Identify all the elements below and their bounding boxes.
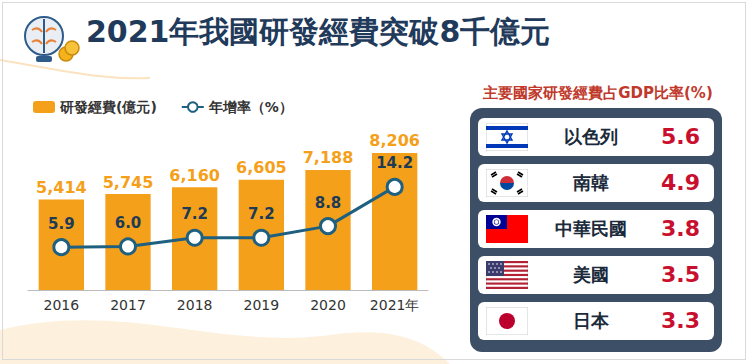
svg-text:年增率（%）: 年增率（%）	[208, 99, 293, 115]
svg-text:2017: 2017	[110, 297, 146, 313]
svg-text:6,160: 6,160	[169, 166, 220, 185]
svg-text:8,206: 8,206	[369, 131, 420, 150]
html-text:美國: 美國	[573, 264, 609, 285]
svg-text:7.2: 7.2	[248, 205, 275, 223]
svg-text:2019: 2019	[244, 297, 280, 313]
svg-text:2016: 2016	[44, 297, 80, 313]
svg-text:2018: 2018	[177, 297, 213, 313]
html-text:5.6: 5.6	[661, 124, 700, 149]
svg-text:7,188: 7,188	[303, 148, 354, 167]
svg-text:7.2: 7.2	[181, 205, 208, 223]
html-text:2021年我國研發經費突破8千億元: 2021年我國研發經費突破8千億元	[86, 14, 551, 49]
svg-text:8.8: 8.8	[315, 194, 342, 212]
svg-text:6.0: 6.0	[115, 214, 142, 232]
svg-text:5,745: 5,745	[103, 173, 154, 192]
html-text:4.9: 4.9	[661, 170, 700, 195]
html-text:日本: 日本	[573, 310, 609, 331]
html-text:3.8: 3.8	[661, 216, 700, 241]
html-text:中華民國: 中華民國	[555, 218, 627, 239]
html-text:3.3: 3.3	[661, 308, 700, 333]
svg-text:5,414: 5,414	[36, 178, 87, 197]
svg-text:研發經費(億元): 研發經費(億元)	[59, 99, 157, 115]
svg-text:2021年: 2021年	[370, 297, 420, 313]
html-text:3.5: 3.5	[661, 262, 700, 287]
svg-text:5.9: 5.9	[48, 215, 75, 233]
html-text:以色列: 以色列	[564, 126, 618, 147]
svg-text:6,605: 6,605	[236, 158, 287, 177]
html-text:主要國家研發經費占GDP比率(%): 主要國家研發經費占GDP比率(%)	[483, 84, 713, 102]
svg-text:2020: 2020	[310, 297, 346, 313]
svg-text:14.2: 14.2	[376, 154, 413, 172]
html-text:南韓: 南韓	[573, 172, 609, 193]
